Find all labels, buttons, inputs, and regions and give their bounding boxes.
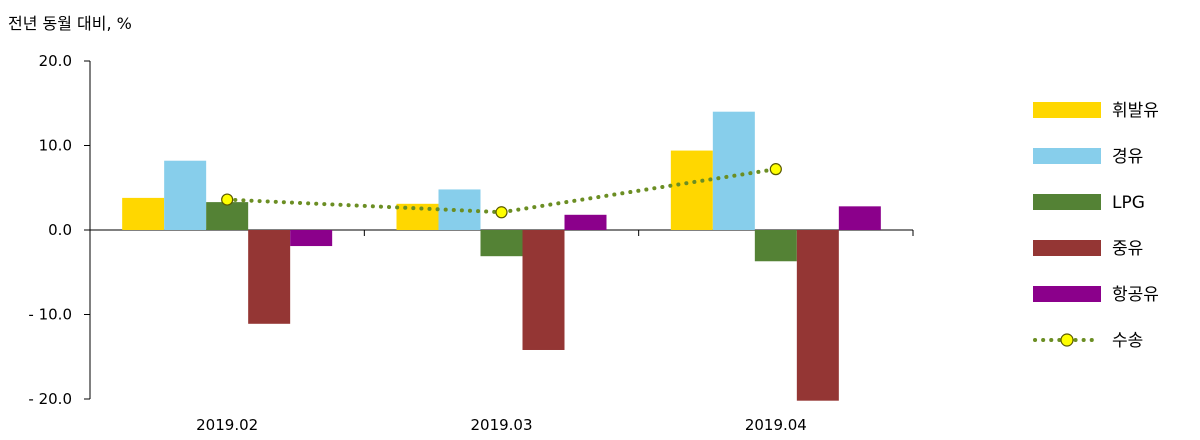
line-point	[495, 206, 508, 219]
bar	[396, 203, 439, 230]
legend-marker	[1060, 333, 1074, 347]
bar	[248, 230, 291, 324]
bar	[122, 197, 165, 230]
legend-swatch	[1033, 148, 1101, 164]
bars	[122, 111, 881, 401]
bar	[838, 206, 881, 230]
legend-label: 수송	[1112, 331, 1143, 351]
legend-label: 중유	[1112, 239, 1143, 259]
legend-label: 항공유	[1112, 285, 1159, 305]
bar	[480, 230, 523, 257]
legend-label: 휘발유	[1112, 101, 1159, 121]
x-tick-label: 2019.02	[196, 416, 258, 434]
bar	[754, 230, 797, 262]
y-tick-label: 0.0	[48, 221, 72, 239]
line-series	[221, 163, 782, 219]
bar	[670, 150, 713, 230]
bar	[712, 111, 755, 230]
legend-label: LPG	[1112, 193, 1145, 213]
y-tick-label: 20.0	[39, 52, 72, 70]
legend-label: 경유	[1112, 147, 1143, 167]
legend-swatch	[1033, 194, 1101, 210]
y-tick-label: - 20.0	[28, 390, 72, 408]
x-tick-label: 2019.04	[745, 416, 807, 434]
y-tick-label: 10.0	[39, 137, 72, 155]
bar	[564, 214, 607, 230]
bar	[290, 230, 333, 247]
bar	[164, 160, 207, 230]
bar	[796, 230, 839, 401]
legend-swatch	[1033, 102, 1101, 118]
bar	[206, 202, 249, 230]
legend-swatch	[1033, 240, 1101, 256]
x-tick-label: 2019.03	[470, 416, 532, 434]
bar	[522, 230, 565, 350]
legend-swatch	[1033, 286, 1101, 302]
y-tick-label: - 10.0	[28, 306, 72, 324]
line-point	[221, 193, 234, 206]
y-unit-label: 전년 동월 대비, %	[8, 14, 132, 33]
line-point	[769, 163, 782, 176]
